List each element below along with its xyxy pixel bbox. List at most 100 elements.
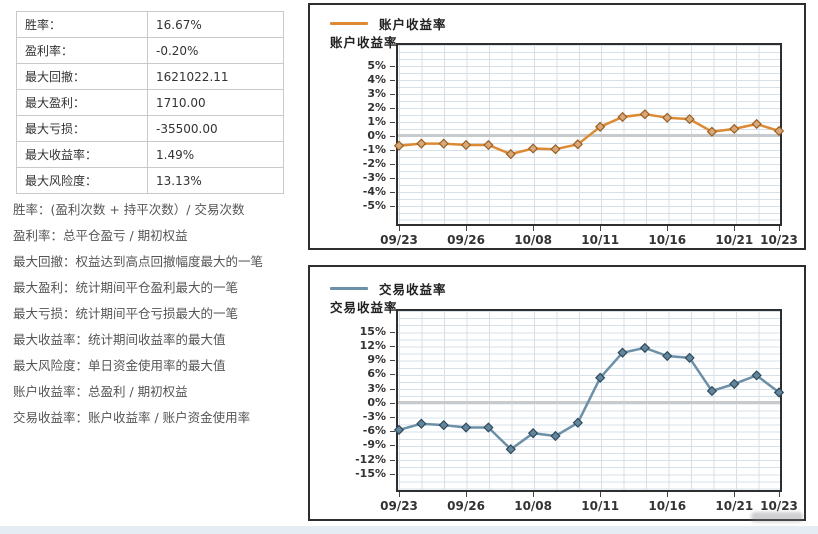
stats-row: 最大风险度： 13.13% bbox=[16, 167, 284, 194]
x-tick-label: 09/26 bbox=[447, 499, 485, 513]
data-point-marker bbox=[617, 111, 628, 123]
x-tick-mark bbox=[600, 492, 602, 497]
stats-row: 胜率： 16.67% bbox=[16, 11, 284, 38]
data-point-marker bbox=[639, 109, 651, 120]
data-point-marker bbox=[617, 347, 628, 358]
data-point-marker bbox=[438, 419, 449, 431]
plot-area bbox=[393, 43, 785, 226]
stat-value: 1621022.11 bbox=[147, 63, 284, 90]
y-tick-mark bbox=[390, 388, 395, 390]
stat-label: 最大收益率： bbox=[16, 141, 148, 168]
y-tick-mark bbox=[390, 459, 395, 461]
definition-line: 最大盈利：统计期间平仓盈利最大的一笔 bbox=[13, 280, 239, 295]
x-tick-label: 09/23 bbox=[380, 499, 418, 513]
stats-row: 最大收益率： 1.49% bbox=[16, 141, 284, 168]
y-tick-label: 6% bbox=[367, 367, 386, 381]
legend: 交易收益率 bbox=[330, 279, 447, 298]
y-tick-label: -4% bbox=[362, 184, 386, 198]
x-tick-mark bbox=[399, 492, 400, 497]
metric-definitions: 胜率：(盈利次数 + 持平次数）/ 交易次数 盈利率：总平仓盈亏 / 期初权益 最大… bbox=[13, 197, 263, 431]
y-tick-label: 3% bbox=[367, 381, 386, 395]
x-tick-mark bbox=[667, 226, 669, 231]
y-tick-label: -5% bbox=[362, 198, 386, 212]
data-point-marker bbox=[595, 372, 606, 383]
y-tick-mark bbox=[390, 205, 395, 207]
data-point-marker bbox=[684, 352, 695, 364]
y-tick-mark bbox=[390, 79, 395, 81]
data-point-marker bbox=[729, 123, 740, 135]
x-tick-mark bbox=[779, 492, 780, 497]
series-polyline bbox=[397, 346, 781, 451]
series-polyline bbox=[397, 112, 781, 156]
y-tick-mark bbox=[390, 331, 395, 333]
data-point-marker bbox=[729, 378, 740, 390]
data-point-marker bbox=[773, 387, 785, 398]
y-tick-mark bbox=[390, 177, 395, 179]
x-tick-label: 10/21 bbox=[715, 233, 754, 247]
data-point-marker bbox=[416, 138, 427, 149]
data-point-marker bbox=[550, 430, 561, 442]
data-point-marker bbox=[438, 138, 449, 149]
y-tick-label: -3% bbox=[362, 410, 386, 424]
x-tick-label: 10/11 bbox=[581, 233, 620, 247]
watermark-smudge bbox=[751, 512, 803, 522]
definition-line: 最大风险度：单日资金使用率的最大值 bbox=[13, 358, 226, 373]
stat-value: 16.67% bbox=[147, 11, 284, 38]
x-tick-label: 09/23 bbox=[380, 233, 418, 247]
stat-label: 最大回撤： bbox=[16, 63, 148, 90]
y-tick-mark bbox=[390, 93, 395, 95]
y-tick-mark bbox=[390, 374, 395, 376]
data-point-marker bbox=[505, 444, 516, 455]
y-tick-label: 5% bbox=[367, 58, 386, 72]
data-point-marker bbox=[460, 139, 472, 151]
data-point-marker bbox=[773, 125, 785, 137]
stats-table: 胜率： 16.67% 盈利率： -0.20% 最大回撤： 1621022.11 最大盈利： 1… bbox=[16, 11, 284, 194]
x-tick-label: 10/08 bbox=[514, 499, 552, 513]
x-tick-mark bbox=[600, 226, 602, 231]
stat-value: 1710.00 bbox=[147, 89, 284, 116]
definition-line: 最大收益率：统计期间收益率的最大值 bbox=[13, 332, 226, 347]
y-tick-label: 4% bbox=[367, 72, 386, 86]
data-point-marker bbox=[416, 418, 427, 429]
stat-value: -0.20% bbox=[147, 37, 284, 64]
y-tick-label: -9% bbox=[362, 438, 386, 452]
legend-label: 账户收益率 bbox=[379, 17, 447, 32]
data-point-marker bbox=[684, 113, 695, 125]
x-tick-mark bbox=[466, 492, 468, 497]
legend: 账户收益率 bbox=[330, 14, 447, 33]
y-tick-mark bbox=[390, 121, 395, 123]
stats-row: 最大回撤： 1621022.11 bbox=[16, 63, 284, 90]
x-tick-label: 10/11 bbox=[581, 499, 620, 513]
x-tick-mark bbox=[667, 492, 669, 497]
y-tick-label: -3% bbox=[362, 170, 386, 184]
y-tick-label: 15% bbox=[359, 324, 386, 338]
y-tick-mark bbox=[390, 149, 395, 151]
stats-row: 最大盈利： 1710.00 bbox=[16, 89, 284, 116]
data-point-marker bbox=[572, 417, 583, 428]
y-tick-mark bbox=[390, 417, 395, 419]
y-tick-label: 0% bbox=[367, 128, 386, 142]
data-point-marker bbox=[550, 144, 561, 155]
data-point-marker bbox=[572, 139, 583, 150]
y-tick-mark bbox=[390, 191, 395, 193]
series-line bbox=[393, 342, 785, 455]
legend-line-swatch bbox=[330, 287, 368, 290]
x-tick-label: 10/08 bbox=[514, 233, 552, 247]
data-point-marker bbox=[460, 422, 472, 433]
y-tick-label: -2% bbox=[362, 156, 386, 170]
y-tick-mark bbox=[390, 346, 395, 348]
definition-line: 胜率：(盈利次数 + 持平次数）/ 交易次数 bbox=[13, 202, 245, 217]
y-tick-mark bbox=[390, 360, 395, 362]
y-axis-title: 交易收益率 bbox=[330, 300, 398, 315]
y-tick-mark bbox=[390, 107, 395, 109]
y-tick-label: -1% bbox=[362, 142, 386, 156]
stat-label: 盈利率： bbox=[16, 37, 148, 64]
data-point-marker bbox=[483, 139, 494, 151]
y-tick-label: 9% bbox=[367, 353, 386, 367]
data-point-marker bbox=[662, 112, 673, 123]
data-point-marker bbox=[639, 342, 651, 354]
y-tick-label: 0% bbox=[367, 395, 386, 409]
x-tick-mark bbox=[533, 226, 535, 231]
definition-line: 最大亏损：统计期间平仓亏损最大的一笔 bbox=[13, 306, 239, 321]
stat-value: -35500.00 bbox=[147, 115, 284, 142]
